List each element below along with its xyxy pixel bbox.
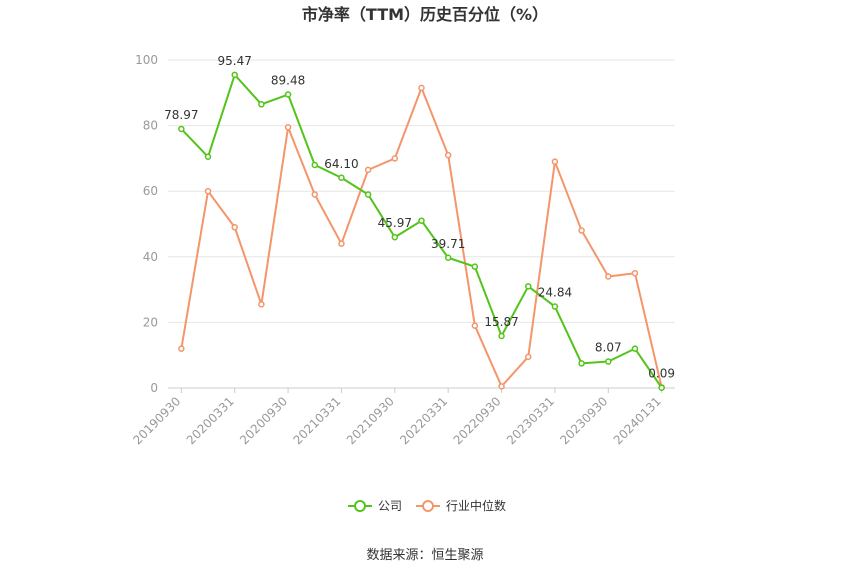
data-label: 15.87: [484, 315, 518, 329]
legend[interactable]: 公司 行业中位数: [348, 498, 506, 513]
data-point: [578, 227, 585, 234]
data-point: [258, 101, 265, 108]
series-line-1: [180, 86, 663, 388]
data-point: [551, 303, 559, 310]
data-point: [364, 191, 372, 198]
data-point: [231, 71, 238, 79]
data-point: [658, 384, 665, 391]
legend-marker: [354, 500, 366, 512]
data-point: [605, 358, 612, 365]
data-point: [631, 269, 639, 277]
x-tick-label: 20240131: [611, 394, 664, 447]
data-label: 78.97: [164, 108, 198, 122]
data-point: [551, 158, 559, 165]
data-point: [631, 345, 639, 352]
data-point: [204, 153, 212, 161]
y-tick-label: 80: [143, 119, 158, 133]
data-point: [338, 240, 345, 247]
x-tick-label: 20210331: [290, 394, 343, 447]
data-point: [311, 191, 319, 198]
chart-title: 市净率（TTM）历史百分位（%）: [302, 5, 548, 24]
x-tick-label: 20220331: [397, 394, 450, 447]
data-point: [524, 353, 532, 361]
x-tick-label: 20200930: [237, 394, 290, 447]
data-point: [498, 383, 505, 390]
data-point: [364, 166, 372, 174]
series-line-0: [180, 73, 663, 389]
x-tick-label: 20230331: [504, 394, 557, 447]
y-tick-label: 0: [150, 381, 158, 395]
data-label: 24.84: [538, 286, 572, 300]
x-tick-label: 20220930: [451, 394, 504, 447]
data-point: [444, 151, 452, 159]
data-point: [311, 161, 319, 169]
legend-marker: [422, 500, 434, 512]
data-point: [471, 322, 479, 329]
legend-item[interactable]: 行业中位数: [416, 498, 506, 513]
data-label: 0.09: [648, 367, 675, 381]
data-label: 45.97: [378, 216, 412, 230]
data-point: [231, 224, 238, 231]
data-point: [284, 91, 292, 98]
data-label: 95.47: [218, 54, 252, 68]
data-label: 8.07: [595, 341, 622, 355]
data-point: [418, 84, 425, 92]
grid: [168, 59, 675, 323]
data-point: [258, 301, 265, 308]
data-label: 64.10: [324, 157, 358, 171]
data-point: [471, 263, 479, 270]
legend-label: 行业中位数: [446, 498, 506, 513]
y-axis: 0 20 40 60 80 100: [135, 53, 158, 395]
series-layer: [178, 71, 665, 391]
y-tick-label: 100: [135, 53, 158, 67]
data-point: [284, 123, 292, 131]
data-point: [524, 283, 532, 290]
data-point: [338, 174, 345, 182]
x-tick-label: 20230930: [557, 394, 610, 447]
y-tick-label: 60: [143, 184, 158, 198]
source-note: 数据来源：恒生聚源: [366, 548, 483, 563]
legend-item[interactable]: 公司: [348, 499, 402, 513]
x-tick-label: 20190930: [130, 394, 183, 447]
legend-label: 公司: [378, 499, 402, 513]
data-point: [178, 125, 185, 133]
data-label: 89.48: [271, 74, 305, 88]
y-tick-label: 20: [143, 315, 158, 329]
data-label: 39.71: [431, 237, 465, 251]
data-point: [498, 332, 505, 340]
data-labels: 78.97 95.47 89.48 64.10 45.97 39.71 15.87 24.84…: [164, 54, 675, 381]
y-tick-label: 40: [143, 250, 158, 264]
data-point: [605, 273, 612, 280]
x-tick-label: 20210930: [344, 394, 397, 447]
data-point: [578, 360, 585, 367]
data-point: [444, 254, 452, 262]
data-point: [204, 187, 212, 195]
x-tick-label: 20200331: [184, 394, 237, 447]
data-point: [418, 217, 425, 224]
data-point: [391, 233, 399, 241]
data-point: [391, 155, 399, 162]
data-point: [178, 345, 185, 352]
x-axis: 20190930 20200331 20200930 20210331 20210930…: [130, 387, 675, 447]
